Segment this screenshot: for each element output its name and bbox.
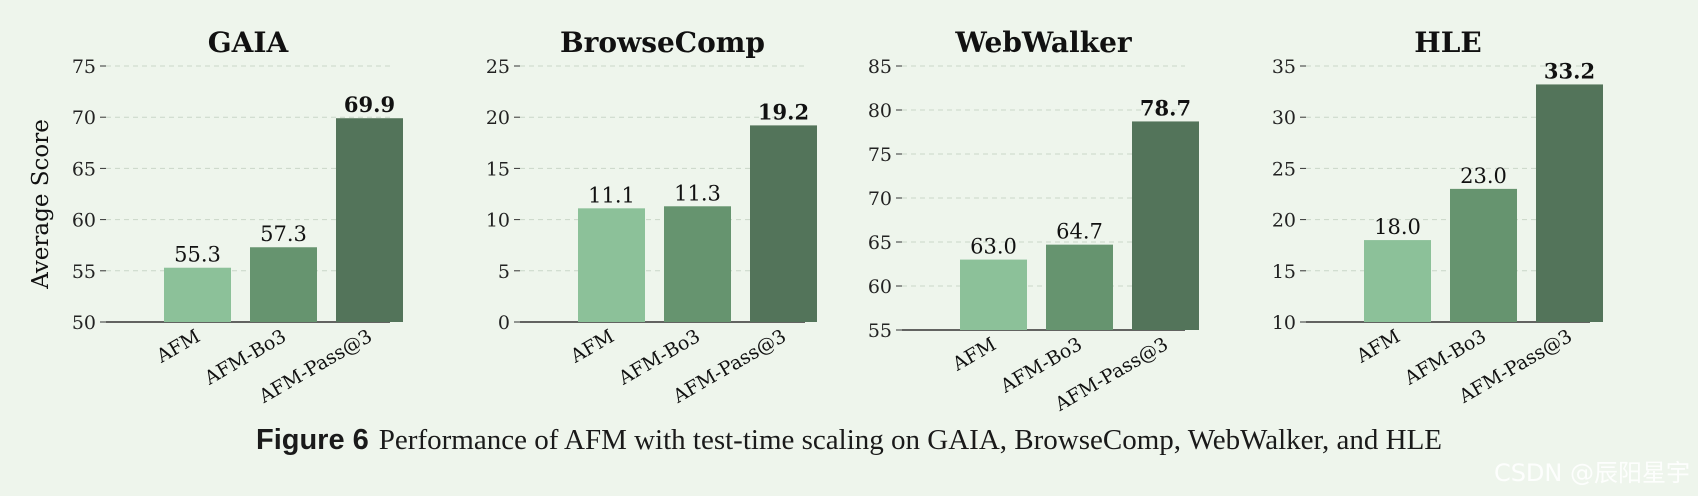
browsecomp-value-label: 11.1 xyxy=(588,183,635,207)
webwalker-ytick-label: 80 xyxy=(868,100,892,122)
gaia-bar xyxy=(250,247,317,322)
webwalker-value-label: 78.7 xyxy=(1140,95,1191,120)
browsecomp-ytick-label: 10 xyxy=(486,210,510,232)
gaia-bar xyxy=(164,267,231,322)
browsecomp-ytick-label: 25 xyxy=(486,56,510,78)
hle-value-label: 18.0 xyxy=(1374,215,1421,239)
watermark: CSDN @辰阳星宇 xyxy=(1493,459,1690,487)
hle-ytick-label: 30 xyxy=(1272,107,1296,129)
browsecomp-ytick-label: 0 xyxy=(498,312,510,334)
gaia-bar xyxy=(336,118,403,322)
hle-category-label: AFM xyxy=(1352,325,1404,368)
gaia-category-label: AFM xyxy=(152,325,204,368)
browsecomp-ytick-label: 5 xyxy=(498,261,510,283)
gaia-title: GAIA xyxy=(208,26,290,59)
hle-ytick-label: 20 xyxy=(1272,210,1296,232)
browsecomp-bar xyxy=(578,208,645,322)
webwalker-bar xyxy=(960,259,1027,330)
hle-bar xyxy=(1536,84,1603,322)
webwalker-ytick-label: 65 xyxy=(868,232,892,254)
browsecomp-value-label: 19.2 xyxy=(758,99,809,124)
hle-bar xyxy=(1364,240,1431,322)
browsecomp-ytick-label: 20 xyxy=(486,107,510,129)
hle-ytick-label: 35 xyxy=(1272,56,1296,78)
hle-ytick-label: 25 xyxy=(1272,158,1296,180)
gaia-value-label: 55.3 xyxy=(174,243,221,267)
browsecomp-value-label: 11.3 xyxy=(674,181,721,205)
webwalker-title: WebWalker xyxy=(954,26,1133,59)
webwalker-ytick-label: 75 xyxy=(868,144,892,166)
webwalker-category-label: AFM xyxy=(948,333,1000,376)
browsecomp-bar xyxy=(664,206,731,322)
webwalker-value-label: 63.0 xyxy=(970,235,1017,259)
gaia-ytick-label: 50 xyxy=(72,312,96,334)
webwalker-bar xyxy=(1132,121,1199,330)
figure-caption: Figure 6 Performance of AFM with test-tim… xyxy=(0,424,1698,457)
hle-ytick-label: 10 xyxy=(1272,312,1296,334)
gaia-ytick-label: 70 xyxy=(72,107,96,129)
gaia-value-label: 57.3 xyxy=(260,222,307,246)
hle-ytick-label: 15 xyxy=(1272,261,1296,283)
gaia-ytick-label: 55 xyxy=(72,261,96,283)
gaia-ytick-label: 65 xyxy=(72,158,96,180)
browsecomp-title: BrowseComp xyxy=(560,26,765,59)
browsecomp-ytick-label: 15 xyxy=(486,158,510,180)
hle-bar xyxy=(1450,188,1517,322)
gaia-ytick-label: 75 xyxy=(72,56,96,78)
webwalker-ytick-label: 60 xyxy=(868,276,892,298)
gaia-value-label: 69.9 xyxy=(344,92,395,117)
hle-title: HLE xyxy=(1414,26,1481,59)
gaia-ytick-label: 60 xyxy=(72,210,96,232)
webwalker-ytick-label: 55 xyxy=(868,320,892,342)
webwalker-value-label: 64.7 xyxy=(1056,220,1103,244)
browsecomp-category-label: AFM xyxy=(566,325,618,368)
webwalker-ytick-label: 70 xyxy=(868,188,892,210)
browsecomp-bar xyxy=(750,125,817,322)
webwalker-bar xyxy=(1046,244,1113,330)
figure-caption-text: Performance of AFM with test-time scalin… xyxy=(378,424,1442,456)
gaia-ylabel: Average Score xyxy=(28,119,54,290)
hle-value-label: 33.2 xyxy=(1544,58,1595,83)
figure-caption-label: Figure 6 xyxy=(255,424,369,456)
hle-value-label: 23.0 xyxy=(1460,164,1507,188)
webwalker-ytick-label: 85 xyxy=(868,56,892,78)
